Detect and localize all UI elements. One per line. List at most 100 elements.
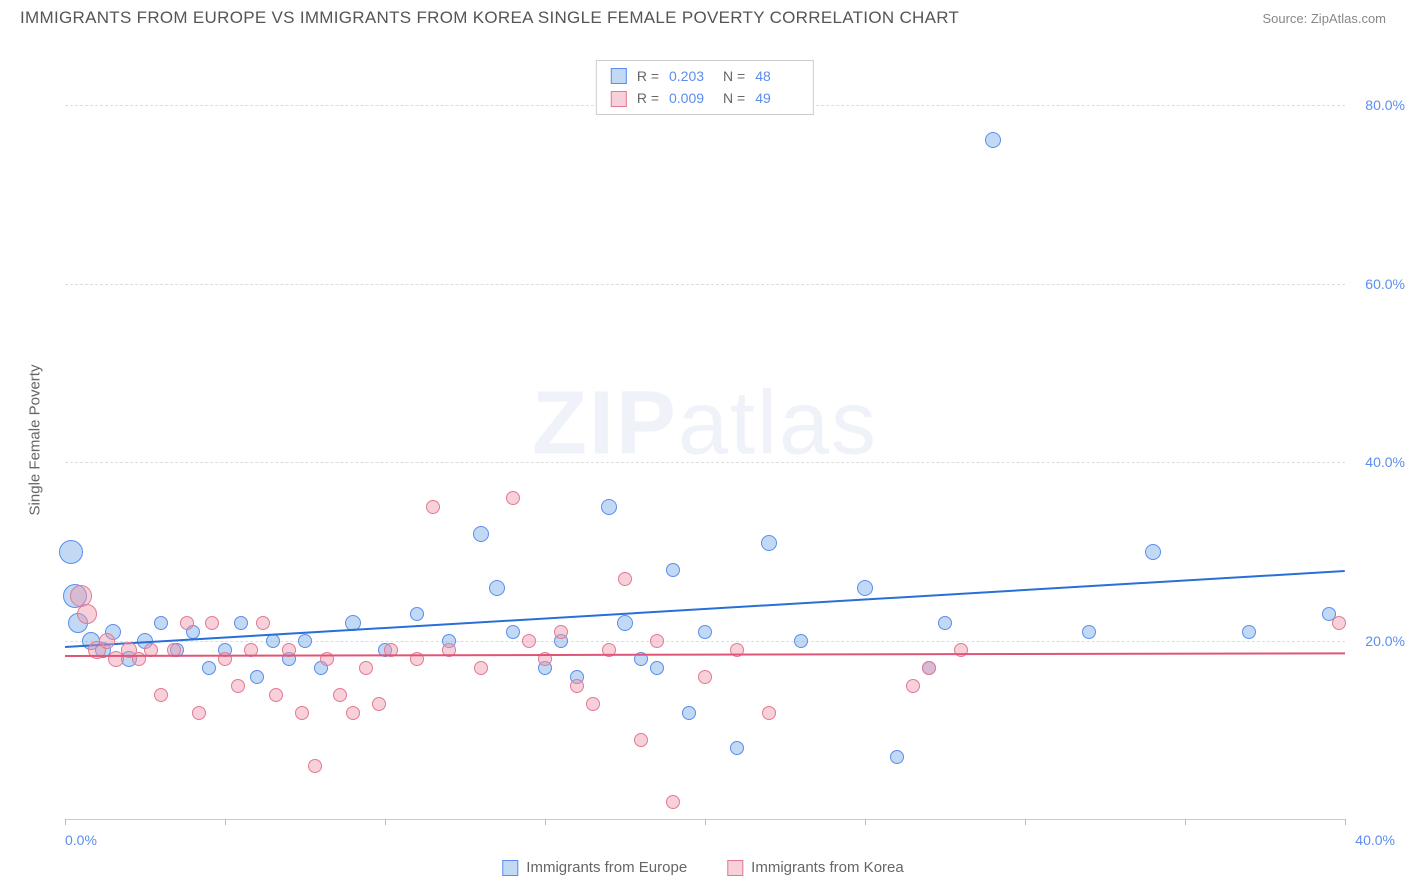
korea-point	[192, 706, 206, 720]
korea-point	[634, 733, 648, 747]
korea-point	[906, 679, 920, 693]
korea-swatch	[611, 91, 627, 107]
europe-point	[890, 750, 904, 764]
x-tick	[545, 819, 546, 825]
source-attribution: Source: ZipAtlas.com	[1262, 11, 1386, 26]
korea-legend-swatch	[727, 860, 743, 876]
korea-point	[77, 604, 97, 624]
europe-legend-swatch	[502, 860, 518, 876]
korea-point	[506, 491, 520, 505]
europe-point	[938, 616, 952, 630]
chart-title: IMMIGRANTS FROM EUROPE VS IMMIGRANTS FRO…	[20, 8, 959, 28]
korea-point	[650, 634, 664, 648]
legend-item-europe: Immigrants from Europe	[502, 859, 687, 876]
chart-container: Single Female Poverty ZIPatlas R =0.203N…	[45, 60, 1345, 820]
korea-point	[346, 706, 360, 720]
europe-point	[666, 563, 680, 577]
grid-line	[65, 284, 1345, 285]
europe-point	[489, 580, 505, 596]
stats-row-europe: R = 0.203 N = 48	[611, 65, 799, 87]
korea-point	[554, 625, 568, 639]
korea-point	[522, 634, 536, 648]
legend-label: Immigrants from Europe	[526, 859, 687, 876]
legend: Immigrants from Europe Immigrants from Ko…	[502, 859, 903, 876]
europe-point	[761, 535, 777, 551]
n-label: N =	[723, 87, 745, 109]
legend-item-korea: Immigrants from Korea	[727, 859, 904, 876]
korea-point	[1332, 616, 1346, 630]
x-tick	[1185, 819, 1186, 825]
korea-point	[308, 759, 322, 773]
europe-point	[506, 625, 520, 639]
europe-point	[857, 580, 873, 596]
europe-point	[985, 132, 1001, 148]
n-value: 48	[755, 65, 799, 87]
europe-point	[698, 625, 712, 639]
x-tick	[65, 819, 66, 825]
y-tick-label: 80.0%	[1365, 97, 1405, 113]
x-tick	[705, 819, 706, 825]
europe-point	[154, 616, 168, 630]
korea-point	[570, 679, 584, 693]
r-label: R =	[637, 87, 659, 109]
r-value: 0.009	[669, 87, 713, 109]
europe-point	[794, 634, 808, 648]
korea-point	[586, 697, 600, 711]
korea-point	[231, 679, 245, 693]
x-tick	[1345, 819, 1346, 825]
y-axis-title: Single Female Poverty	[27, 365, 44, 516]
r-value: 0.203	[669, 65, 713, 87]
korea-point	[256, 616, 270, 630]
plot-area: ZIPatlas R =0.203N =48R =0.009N =49 20.0…	[65, 60, 1345, 820]
korea-point	[762, 706, 776, 720]
watermark: ZIPatlas	[532, 373, 878, 476]
europe-point	[234, 616, 248, 630]
europe-point	[266, 634, 280, 648]
korea-point	[154, 688, 168, 702]
europe-point	[298, 634, 312, 648]
korea-point	[922, 661, 936, 675]
korea-point	[269, 688, 283, 702]
x-tick	[385, 819, 386, 825]
europe-point	[202, 661, 216, 675]
korea-point	[359, 661, 373, 675]
europe-point	[617, 615, 633, 631]
x-axis-min-label: 0.0%	[65, 832, 97, 848]
x-tick	[865, 819, 866, 825]
x-tick	[225, 819, 226, 825]
korea-point	[618, 572, 632, 586]
europe-point	[682, 706, 696, 720]
korea-point	[205, 616, 219, 630]
korea-point	[99, 633, 115, 649]
korea-point	[372, 697, 386, 711]
europe-point	[1082, 625, 1096, 639]
y-tick-label: 60.0%	[1365, 276, 1405, 292]
r-label: R =	[637, 65, 659, 87]
grid-line	[65, 462, 1345, 463]
europe-point	[1145, 544, 1161, 560]
legend-label: Immigrants from Korea	[751, 859, 904, 876]
europe-point	[601, 499, 617, 515]
europe-point	[473, 526, 489, 542]
y-tick-label: 20.0%	[1365, 633, 1405, 649]
europe-swatch	[611, 68, 627, 84]
europe-point	[250, 670, 264, 684]
korea-point	[698, 670, 712, 684]
chart-header: IMMIGRANTS FROM EUROPE VS IMMIGRANTS FRO…	[0, 0, 1406, 32]
korea-point	[474, 661, 488, 675]
korea-point	[426, 500, 440, 514]
korea-point	[666, 795, 680, 809]
korea-point	[180, 616, 194, 630]
n-value: 49	[755, 87, 799, 109]
y-tick-label: 40.0%	[1365, 454, 1405, 470]
grid-line	[65, 641, 1345, 642]
correlation-stats-box: R = 0.203 N = 48 R = 0.009 N = 49	[596, 60, 814, 115]
europe-point	[1242, 625, 1256, 639]
europe-point	[730, 741, 744, 755]
x-tick	[1025, 819, 1026, 825]
europe-point	[650, 661, 664, 675]
x-axis-max-label: 40.0%	[1355, 832, 1395, 848]
europe-point	[59, 540, 83, 564]
n-label: N =	[723, 65, 745, 87]
europe-point	[410, 607, 424, 621]
